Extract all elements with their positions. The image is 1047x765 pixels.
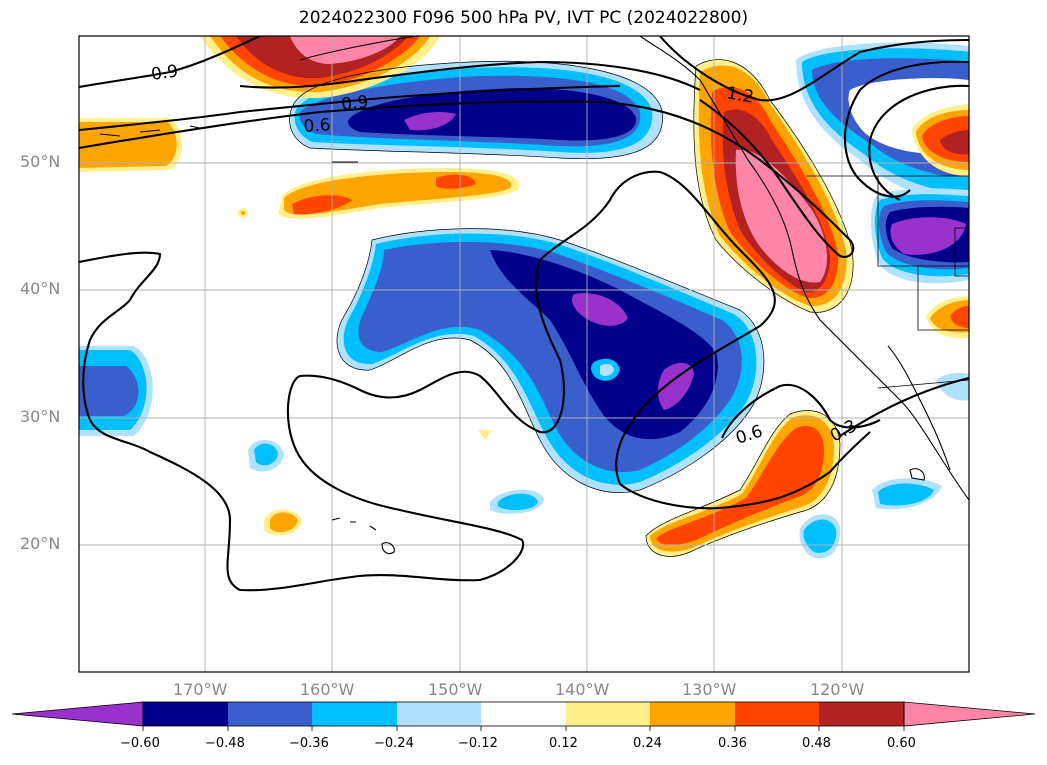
pos-s2-yellow — [478, 430, 492, 440]
colorbar — [11, 701, 1036, 731]
lon-label: 130°W — [682, 680, 737, 699]
pos-mid-red2 — [436, 174, 476, 189]
neg-w-mid — [79, 366, 139, 416]
colorbar-extend-low — [11, 701, 144, 727]
neg-s1-cyan — [254, 443, 278, 466]
map-title: 2024022300 F096 500 hPa PV, IVT PC (2024… — [298, 8, 749, 28]
neg-c-hole-in — [600, 363, 614, 377]
colorbar-segment — [566, 702, 650, 726]
contour-label: 0.9 — [150, 61, 180, 85]
coastlines — [99, 36, 969, 555]
lat-label: 30°N — [20, 407, 61, 426]
colorbar-segment — [397, 702, 481, 726]
neg-s3-cyan — [878, 483, 934, 506]
lon-label: 150°W — [428, 680, 483, 699]
colorbar-segment — [481, 702, 566, 726]
colorbar-tick-label: 0.48 — [802, 736, 831, 751]
pos-e37-red — [950, 306, 969, 328]
pos-dot-a-core — [241, 211, 245, 215]
colorbar-tick-label: 0.60 — [887, 736, 916, 751]
lon-label: 160°W — [300, 680, 355, 699]
neg-s2-cyan — [498, 493, 538, 511]
colorbar-tick-label: −0.48 — [205, 736, 245, 751]
lat-label: 40°N — [20, 279, 61, 298]
colorbar-segment — [650, 702, 735, 726]
colorbar-tick-label: −0.60 — [120, 736, 160, 751]
neg-s4-cyan — [803, 519, 837, 553]
lon-label: 140°W — [555, 680, 610, 699]
colorbar-tick-label: −0.36 — [289, 736, 329, 751]
pos-s1-orange — [270, 512, 298, 533]
shading-outlines — [289, 59, 854, 557]
neg-e-purple — [890, 217, 966, 255]
colorbar-tick-label: 0.36 — [718, 736, 747, 751]
neg-c-purple2 — [658, 362, 694, 410]
colorbar-tick-label: 0.24 — [633, 736, 662, 751]
pos-west-orange — [79, 122, 177, 168]
colorbar-segment — [735, 702, 819, 726]
neg-c-purple1 — [572, 293, 628, 326]
colorbar-tick-label: −0.24 — [374, 736, 414, 751]
ivt-contours — [79, 36, 969, 592]
colorbar-extend-high — [903, 701, 1036, 727]
colorbar-segment — [228, 702, 312, 726]
colorbar-segment — [143, 702, 228, 726]
plot-frame — [78, 35, 970, 673]
contour-label: 1.2 — [725, 83, 755, 107]
colorbar-segment — [312, 702, 397, 726]
lon-label: 170°W — [173, 680, 228, 699]
pos-ne-dark — [940, 130, 969, 155]
neg-band-north-purple — [404, 112, 456, 131]
pos-mid-red1 — [292, 195, 352, 215]
colorbar-tick-label: 0.12 — [549, 736, 578, 751]
lat-label: 20°N — [20, 534, 61, 553]
lon-label: 120°W — [810, 680, 865, 699]
pos-se-red — [656, 426, 824, 546]
contour-label: 0.6 — [303, 115, 331, 137]
pv-anomaly-fill — [79, 36, 969, 559]
lat-label: 50°N — [20, 152, 61, 171]
colorbar-tick-label: −0.12 — [458, 736, 498, 751]
contour-label: 0.9 — [340, 92, 369, 115]
colorbar-segment — [819, 702, 904, 726]
